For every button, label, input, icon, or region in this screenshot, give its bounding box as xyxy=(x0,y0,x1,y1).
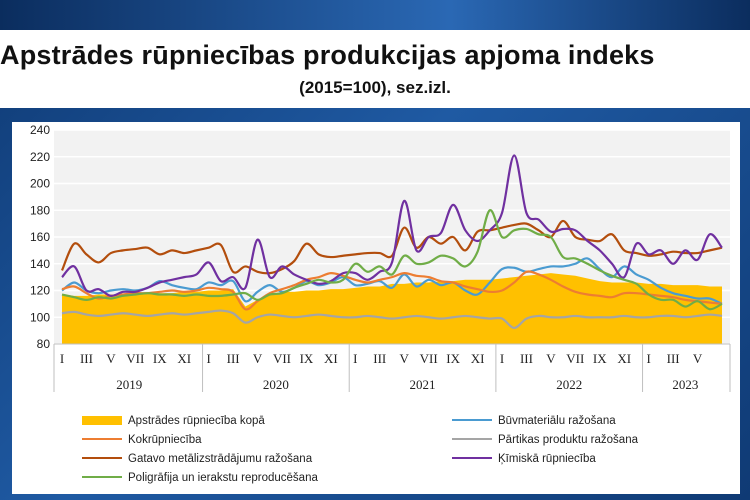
legend-label: Būvmateriālu ražošana xyxy=(498,415,616,427)
legend-label: Pārtikas produktu ražošana xyxy=(498,434,639,446)
chart-subtitle: (2015=100), sez.izl. xyxy=(299,78,451,97)
y-tick-label: 80 xyxy=(37,337,51,351)
legend-label: Gatavo metālizstrādājumu ražošana xyxy=(128,453,313,465)
x-tick-label: VII xyxy=(126,351,144,366)
year-label: 2020 xyxy=(263,377,289,392)
chart-title: Apstrādes rūpniecības produkcijas apjoma… xyxy=(0,40,655,70)
x-tick-label: IX xyxy=(300,351,314,366)
y-tick-label: 120 xyxy=(30,284,50,298)
year-label: 2021 xyxy=(410,377,436,392)
y-tick-label: 100 xyxy=(30,310,50,324)
x-tick-label: XI xyxy=(324,351,338,366)
x-tick-label: V xyxy=(400,351,410,366)
y-tick-label: 220 xyxy=(30,150,50,164)
year-label: 2023 xyxy=(672,377,698,392)
x-tick-label: IX xyxy=(446,351,460,366)
x-tick-label: VII xyxy=(273,351,291,366)
x-tick-label: IX xyxy=(153,351,167,366)
x-tick-label: VII xyxy=(420,351,438,366)
x-tick-label: I xyxy=(646,351,650,366)
series-6-line xyxy=(61,154,723,297)
y-tick-label: 240 xyxy=(30,123,50,137)
y-tick-label: 160 xyxy=(30,230,50,244)
year-label: 2022 xyxy=(556,377,582,392)
x-tick-label: V xyxy=(693,351,703,366)
decorative-top-band xyxy=(0,0,750,30)
x-tick-label: III xyxy=(520,351,533,366)
x-tick-label: IX xyxy=(593,351,607,366)
y-tick-label: 200 xyxy=(30,177,50,191)
x-tick-label: VII xyxy=(566,351,584,366)
legend-label: Apstrādes rūpniecība kopā xyxy=(128,415,265,427)
x-tick-label: XI xyxy=(617,351,631,366)
legend-label: Poligrāfija un ierakstu reproducēšana xyxy=(128,472,318,484)
legend-label: Kokrūpniecība xyxy=(128,434,202,446)
x-tick-label: V xyxy=(546,351,556,366)
legend-label: Ķīmiskā rūpniecība xyxy=(498,453,596,465)
x-tick-label: III xyxy=(80,351,93,366)
y-tick-label: 140 xyxy=(30,257,50,271)
series-2-line xyxy=(61,257,723,305)
series-3-line xyxy=(61,270,723,311)
x-tick-label: XI xyxy=(471,351,485,366)
chart-panel: 80 100 120 140 160 180 200 220 240 I III V VII IX XI I I… xyxy=(12,122,740,494)
x-tick-label: III xyxy=(667,351,680,366)
x-tick-label: V xyxy=(253,351,263,366)
x-tick-label: I xyxy=(60,351,64,366)
x-tick-label: I xyxy=(353,351,357,366)
x-tick-label: III xyxy=(227,351,240,366)
x-tick-label: I xyxy=(500,351,504,366)
series-1-area xyxy=(62,273,722,344)
series-5-line xyxy=(60,219,723,275)
series-4-line xyxy=(61,309,723,330)
x-tick-label: V xyxy=(106,351,116,366)
title-band xyxy=(0,30,750,108)
series-7-line xyxy=(61,209,723,311)
y-tick-label: 180 xyxy=(30,203,50,217)
year-label: 2019 xyxy=(116,377,142,392)
x-tick-label: III xyxy=(373,351,386,366)
x-tick-label: I xyxy=(206,351,210,366)
legend-swatch-area xyxy=(82,416,122,425)
x-tick-label: XI xyxy=(177,351,191,366)
